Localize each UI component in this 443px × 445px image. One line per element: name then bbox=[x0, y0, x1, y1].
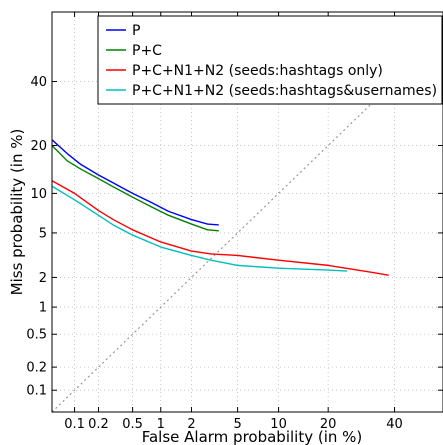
reference-diagonal bbox=[51, 34, 443, 413]
plot-frame bbox=[51, 11, 443, 413]
y-tick-label: 5 bbox=[39, 226, 47, 241]
y-tick-label: 0.2 bbox=[26, 361, 47, 376]
legend-label-1: P bbox=[132, 23, 140, 39]
diagonal-line bbox=[51, 34, 443, 413]
x-tick-label: 5 bbox=[233, 417, 241, 432]
series-line-3 bbox=[51, 180, 389, 276]
legend-box bbox=[97, 15, 443, 105]
y-ticks: 0.1 0.2 0.5 1 2 5 10 20 40 bbox=[26, 75, 443, 399]
y-tick-label: 2 bbox=[39, 271, 47, 286]
legend-label-2: P+C bbox=[132, 43, 162, 59]
y-tick-label: 0.5 bbox=[26, 328, 47, 343]
series-line-2 bbox=[51, 145, 219, 232]
x-tick-label: 2 bbox=[187, 417, 195, 432]
y-tick-label: 1 bbox=[39, 301, 47, 316]
y-tick-label: 0.1 bbox=[26, 384, 47, 399]
x-ticks: 0.1 0.2 0.5 1 2 5 10 20 40 bbox=[64, 12, 403, 432]
x-tick-label: 1 bbox=[157, 417, 165, 432]
legend-label-3: P+C+N1+N2 (seeds:hashtags only) bbox=[132, 63, 383, 79]
series-lines bbox=[51, 139, 389, 276]
x-tick-label: 0.1 bbox=[64, 417, 85, 432]
series-line-4 bbox=[51, 185, 348, 272]
y-tick-label: 40 bbox=[30, 75, 47, 90]
y-tick-label: 10 bbox=[30, 187, 47, 202]
x-tick-label: 20 bbox=[320, 417, 337, 432]
legend: P P+C P+C+N1+N2 (seeds:hashtags only) P+C+N… bbox=[97, 15, 443, 105]
y-tick-label: 20 bbox=[30, 139, 47, 154]
legend-label-4: P+C+N1+N2 (seeds:hashtags&usernames) bbox=[132, 83, 437, 99]
series-line-1 bbox=[51, 139, 219, 226]
x-tick-label: 0.5 bbox=[122, 417, 143, 432]
x-axis-label: False Alarm probability (in %) bbox=[142, 428, 363, 445]
x-tick-label: 40 bbox=[386, 417, 403, 432]
x-tick-label: 0.2 bbox=[88, 417, 109, 432]
y-axis-label: Miss probability (in %) bbox=[8, 129, 26, 296]
x-tick-label: 10 bbox=[270, 417, 287, 432]
